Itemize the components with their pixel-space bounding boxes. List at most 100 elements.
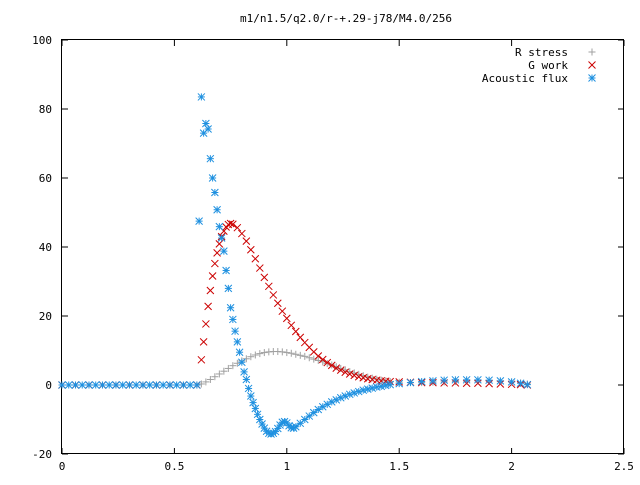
acoustic-flux-point bbox=[215, 222, 224, 231]
acoustic-flux-point bbox=[193, 381, 201, 389]
g-work-point bbox=[213, 249, 221, 257]
g-work-point bbox=[246, 245, 255, 254]
g-work-point bbox=[287, 321, 296, 330]
g-work-point bbox=[341, 368, 350, 377]
y-tick-label: 100 bbox=[32, 34, 52, 47]
acoustic-flux-point bbox=[195, 217, 203, 225]
acoustic-flux-point bbox=[381, 381, 390, 390]
g-work-point bbox=[327, 361, 336, 370]
g-work-point bbox=[260, 273, 269, 282]
g-work-point bbox=[273, 299, 282, 308]
g-work-point bbox=[233, 223, 242, 232]
r-stress-point bbox=[260, 349, 268, 357]
r-stress-point bbox=[332, 363, 340, 371]
g-work-point bbox=[202, 320, 210, 328]
acoustic-flux-point bbox=[440, 376, 449, 385]
acoustic-flux-point bbox=[224, 284, 233, 293]
acoustic-flux-point bbox=[516, 379, 525, 388]
acoustic-flux-point bbox=[242, 375, 251, 384]
g-work-point bbox=[206, 286, 215, 295]
acoustic-flux-point bbox=[228, 315, 237, 324]
r-stress-point bbox=[251, 351, 259, 359]
r-stress-point bbox=[220, 367, 228, 375]
g-work-point bbox=[345, 370, 354, 378]
g-work-point bbox=[255, 264, 264, 272]
r-stress-point bbox=[211, 373, 219, 381]
r-stress-point bbox=[247, 353, 255, 361]
acoustic-flux-point bbox=[85, 381, 93, 389]
g-work-point bbox=[359, 373, 368, 382]
r-stress-point bbox=[301, 352, 309, 360]
r-stress-point bbox=[278, 348, 286, 356]
acoustic-flux-point bbox=[145, 381, 154, 389]
acoustic-flux-point bbox=[204, 125, 212, 133]
acoustic-flux-point bbox=[237, 358, 246, 367]
acoustic-flux-point bbox=[305, 412, 314, 420]
acoustic-flux-point bbox=[291, 422, 300, 431]
acoustic-flux-point bbox=[429, 377, 437, 385]
legend-label-g-work: G work bbox=[528, 59, 568, 72]
r-stress-point bbox=[305, 354, 313, 362]
g-work-point bbox=[242, 237, 251, 245]
g-work-point bbox=[350, 371, 359, 380]
acoustic-flux-point bbox=[206, 154, 215, 163]
data-marks bbox=[58, 93, 532, 438]
g-work-point bbox=[228, 220, 237, 229]
acoustic-flux-point bbox=[186, 381, 194, 389]
y-tick-label: 0 bbox=[45, 379, 52, 392]
g-work-point bbox=[269, 291, 278, 299]
acoustic-flux-point bbox=[226, 303, 235, 312]
acoustic-flux-point bbox=[222, 266, 230, 275]
acoustic-flux-point bbox=[377, 382, 386, 391]
acoustic-flux-point bbox=[166, 381, 174, 389]
y-tick-label: 40 bbox=[39, 241, 52, 254]
acoustic-flux-point bbox=[345, 390, 354, 399]
acoustic-flux-point bbox=[235, 348, 244, 357]
r-stress-point bbox=[283, 349, 291, 357]
acoustic-flux-point bbox=[395, 379, 404, 388]
g-work-point bbox=[318, 355, 327, 364]
r-stress-point bbox=[224, 364, 232, 372]
g-work-point bbox=[354, 372, 363, 381]
y-tick-label: 80 bbox=[39, 103, 52, 116]
acoustic-flux-point bbox=[406, 378, 415, 387]
acoustic-flux-point bbox=[251, 404, 260, 413]
x-tick-label: 0.5 bbox=[164, 460, 184, 473]
acoustic-flux-point bbox=[220, 247, 228, 255]
acoustic-flux-point bbox=[231, 327, 239, 336]
acoustic-flux-point bbox=[359, 386, 368, 395]
acoustic-flux-point bbox=[336, 393, 345, 402]
acoustic-flux-point bbox=[363, 385, 372, 393]
g-work-point bbox=[264, 282, 273, 291]
g-work-point bbox=[314, 352, 323, 360]
acoustic-flux-point bbox=[417, 377, 426, 386]
g-work-point bbox=[215, 240, 224, 248]
g-work-point bbox=[278, 307, 287, 316]
acoustic-flux-point bbox=[451, 375, 460, 384]
g-work-point bbox=[291, 327, 300, 336]
r-stress-point bbox=[202, 378, 210, 386]
acoustic-flux-point bbox=[246, 392, 255, 400]
acoustic-flux-point bbox=[368, 384, 377, 392]
acoustic-flux-point bbox=[300, 415, 309, 424]
acoustic-flux-point bbox=[350, 389, 359, 397]
acoustic-flux-point bbox=[354, 387, 363, 396]
acoustic-flux-point bbox=[172, 381, 181, 389]
acoustic-flux-point bbox=[217, 234, 226, 242]
g-work-point bbox=[251, 254, 260, 263]
axis-ticks: 0 0.5 1 1.5 2 2.5 -20 0 20 40 60 80 100 bbox=[32, 34, 634, 473]
acoustic-flux-point bbox=[78, 381, 87, 389]
acoustic-flux-point bbox=[98, 381, 107, 389]
acoustic-flux-point bbox=[197, 93, 206, 101]
acoustic-flux-point bbox=[240, 368, 248, 376]
legend-label-acoustic-flux: Acoustic flux bbox=[482, 72, 568, 85]
r-stress-point bbox=[233, 359, 241, 367]
g-work-point bbox=[282, 314, 291, 323]
legend-marker-acoustic-flux bbox=[588, 74, 596, 82]
plot-frame bbox=[61, 39, 624, 454]
x-tick-label: 2 bbox=[508, 460, 515, 473]
x-tick-label: 0 bbox=[59, 460, 66, 473]
acoustic-flux-point bbox=[159, 381, 168, 389]
